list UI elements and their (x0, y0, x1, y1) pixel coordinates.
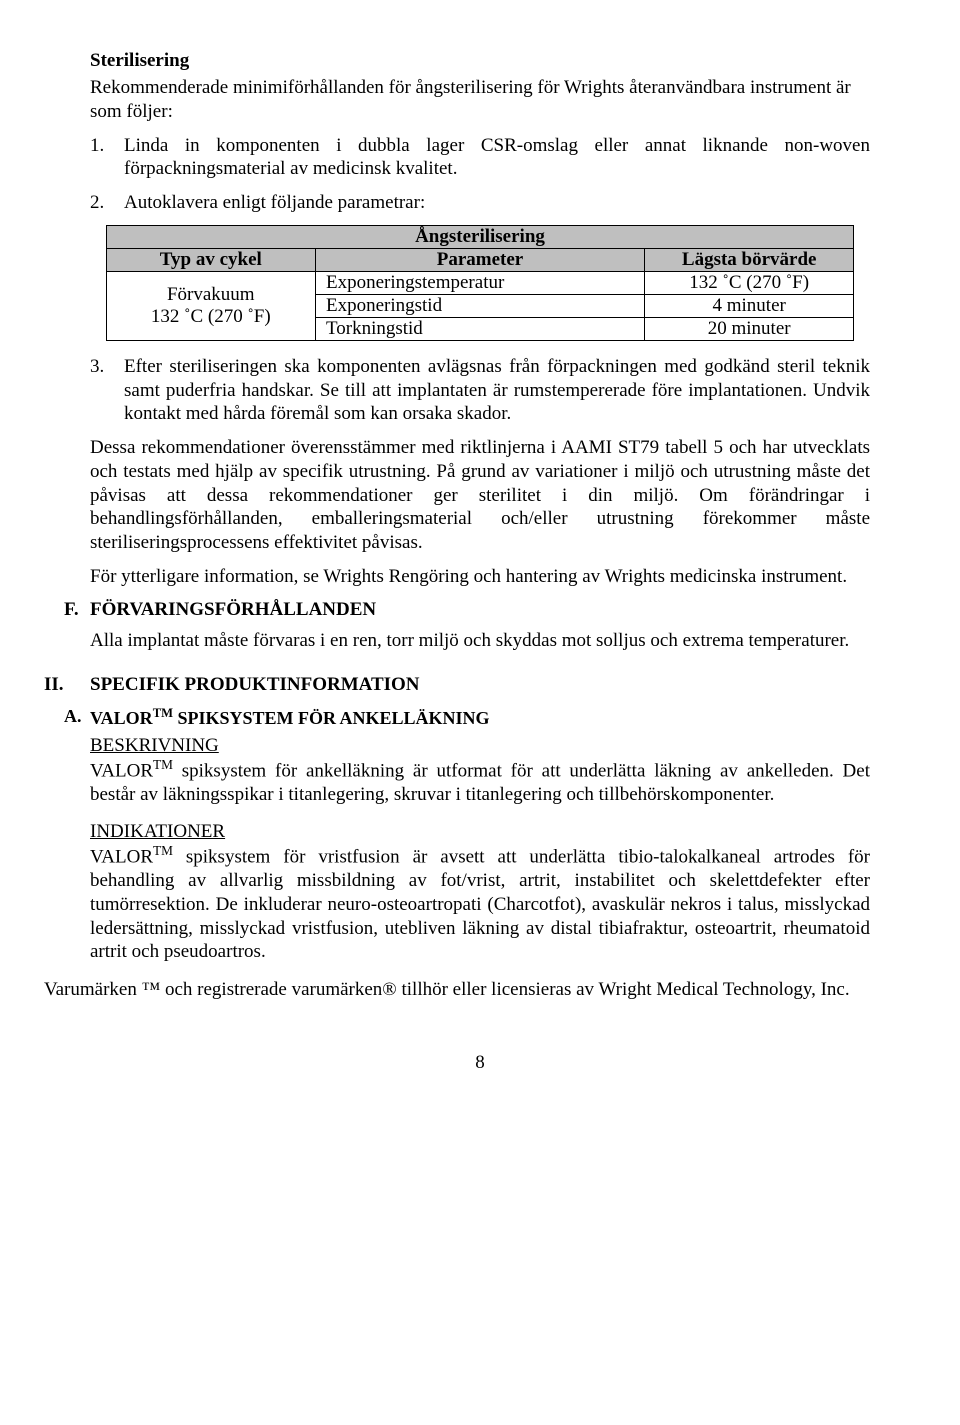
table-header-cell: Parameter (315, 248, 644, 271)
list-item: 1. Linda in komponenten i dubbla lager C… (90, 134, 870, 182)
text: VALOR (90, 761, 153, 782)
title-text: VALOR (90, 708, 153, 728)
table-title: Ångsterilisering (106, 225, 854, 248)
section-ii-heading: II. SPECIFIK PRODUKTINFORMATION (44, 674, 870, 696)
trademark-sup: TM (153, 706, 173, 720)
numbered-list: 3. Efter steriliseringen ska komponenten… (90, 355, 870, 426)
section-title: FÖRVARINGSFÖRHÅLLANDEN (90, 599, 376, 621)
table-cell: Exponeringstid (315, 294, 644, 317)
list-item: 3. Efter steriliseringen ska komponenten… (90, 355, 870, 426)
trademark-sup: TM (153, 843, 173, 858)
table-cell: 132 ˚C (270 ˚F) (644, 271, 853, 294)
subsection-letter: A. (64, 706, 90, 729)
list-number: 3. (90, 355, 124, 426)
beskrivning-heading: BESKRIVNING (90, 735, 870, 757)
sterilisering-table: Ångsterilisering Typ av cykel Parameter … (106, 225, 855, 341)
table-header-cell: Typ av cykel (106, 248, 315, 271)
indikationer-heading: INDIKATIONER (90, 821, 870, 843)
section-letter: F. (64, 599, 90, 621)
subsection-a-heading: A. VALORTM SPIKSYSTEM FÖR ANKELLÄKNING (64, 706, 870, 729)
trademark-notice: Varumärken ™ och registrerade varumärken… (44, 978, 870, 1002)
title-text: SPIKSYSTEM FÖR ANKELLÄKNING (173, 708, 490, 728)
list-text: Efter steriliseringen ska komponenten av… (124, 355, 870, 426)
list-item: 2. Autoklavera enligt följande parametra… (90, 191, 870, 215)
recommendation-paragraph: Dessa rekommendationer överensstämmer me… (90, 436, 870, 555)
indikationer-text: VALORTM spiksystem för vristfusion är av… (90, 843, 870, 964)
table-cell: Förvakuum 132 ˚C (270 ˚F) (106, 271, 315, 340)
roman-numeral: II. (44, 674, 90, 696)
table-cell: Exponeringstemperatur (315, 271, 644, 294)
cell-line: 132 ˚C (270 ˚F) (151, 306, 271, 327)
beskrivning-text: VALORTM spiksystem för ankelläkning är u… (90, 757, 870, 807)
table-header-cell: Lägsta börvärde (644, 248, 853, 271)
list-text: Autoklavera enligt följande parametrar: (124, 191, 870, 215)
list-text: Linda in komponenten i dubbla lager CSR-… (124, 134, 870, 182)
subsection-title: VALORTM SPIKSYSTEM FÖR ANKELLÄKNING (90, 706, 490, 729)
text: spiksystem för ankelläkning är utformat … (90, 761, 870, 806)
numbered-list: 1. Linda in komponenten i dubbla lager C… (90, 134, 870, 215)
text: VALOR (90, 846, 153, 867)
section-f-text: Alla implantat måste förvaras i en ren, … (90, 629, 870, 653)
table-cell: 4 minuter (644, 294, 853, 317)
section-f-heading: F. FÖRVARINGSFÖRHÅLLANDEN (64, 599, 870, 621)
more-info-paragraph: För ytterligare information, se Wrights … (90, 565, 870, 589)
section-title: SPECIFIK PRODUKTINFORMATION (90, 674, 420, 696)
sterilisering-heading: Sterilisering (90, 50, 870, 72)
sterilisering-intro: Rekommenderade minimiförhållanden för ån… (90, 76, 870, 124)
trademark-sup: TM (153, 757, 173, 772)
page-number: 8 (90, 1052, 870, 1074)
list-number: 2. (90, 191, 124, 215)
table-cell: Torkningstid (315, 317, 644, 340)
table-cell: 20 minuter (644, 317, 853, 340)
list-number: 1. (90, 134, 124, 182)
text: spiksystem för vristfusion är avsett att… (90, 846, 870, 962)
cell-line: Förvakuum (167, 284, 255, 305)
document-page: Sterilisering Rekommenderade minimiförhå… (0, 0, 960, 1114)
